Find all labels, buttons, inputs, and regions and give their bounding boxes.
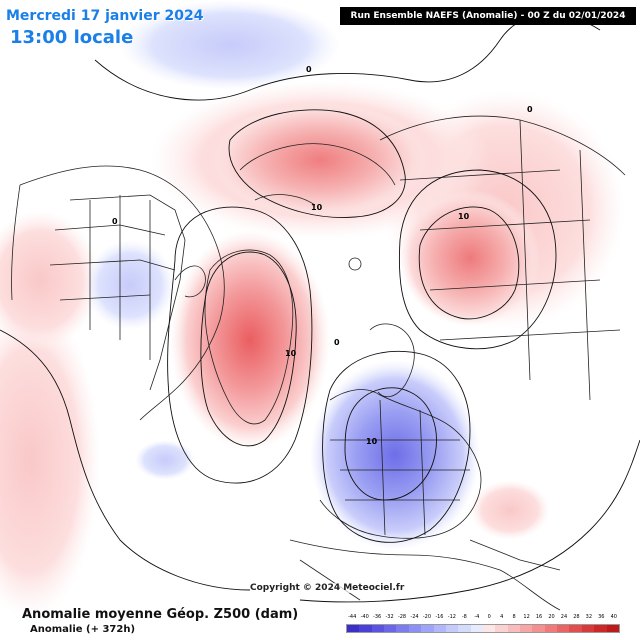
forecast-date: Mercredi 17 janvier 2024 xyxy=(6,8,204,24)
legend-swatch xyxy=(396,625,409,632)
pink-field-west xyxy=(0,210,100,350)
legend-swatch xyxy=(359,625,372,632)
legend-tick-label: 20 xyxy=(548,614,555,620)
europe-low xyxy=(310,360,480,550)
legend-swatch xyxy=(458,625,471,632)
legend-swatch xyxy=(557,625,570,632)
legend-tick-label: 32 xyxy=(585,614,593,620)
contour-label-zero-atlantic: 0 xyxy=(334,338,340,347)
legend-swatch xyxy=(507,625,521,632)
anomaly-fields xyxy=(0,0,625,620)
contour-label-zero-canada: 0 xyxy=(112,217,118,226)
contour-label-ten-europe: 10 xyxy=(366,437,378,446)
legend-swatch xyxy=(347,625,360,632)
blue-field-top xyxy=(120,0,340,90)
legend-swatch xyxy=(408,625,422,632)
legend-tick-label: -20 xyxy=(422,614,432,620)
legend-swatch xyxy=(384,625,397,632)
legend-tick-label: 36 xyxy=(598,614,605,620)
copyright-notice: Copyright © 2024 Meteociel.fr xyxy=(250,583,405,593)
legend-tick-label: 12 xyxy=(523,614,530,620)
legend-tick-label: 4 xyxy=(500,614,504,620)
legend-swatch xyxy=(495,625,508,632)
pink-field-mideast xyxy=(470,480,550,540)
legend-tick-label: -32 xyxy=(385,614,394,620)
legend-tick-label: -28 xyxy=(397,614,407,620)
legend-swatch xyxy=(371,625,385,632)
legend-tick-label: 28 xyxy=(573,614,580,620)
legend-tick-label: -12 xyxy=(447,614,456,620)
legend-tick-label: 40 xyxy=(610,614,617,620)
greenland-high xyxy=(170,230,330,450)
legend-tick-label: -16 xyxy=(435,614,444,620)
legend-tick-label: 24 xyxy=(560,614,568,620)
legend-swatch xyxy=(532,625,545,632)
legend-swatch xyxy=(433,625,446,632)
legend-swatch xyxy=(421,625,434,632)
legend-swatch xyxy=(445,625,459,632)
contour-label-ten-greenland: 10 xyxy=(285,349,297,358)
contour-labels: 0 0 0 10 10 10 0 10 xyxy=(112,65,533,446)
chart-title: Anomalie moyenne Géop. Z500 (dam) xyxy=(22,607,299,622)
legend-color-bar xyxy=(346,624,620,633)
legend-tick-label: -36 xyxy=(373,614,382,620)
contour-label-ten-siberia: 10 xyxy=(458,212,470,221)
legend-swatch xyxy=(594,625,607,632)
run-info-banner: Run Ensemble NAEFS (Anomalie) - 00 Z du … xyxy=(340,7,636,25)
legend-swatch xyxy=(569,625,582,632)
blue-field-canada xyxy=(85,240,175,330)
legend-tick-label: -4 xyxy=(474,614,480,620)
contour-label-ten-arctic: 10 xyxy=(311,203,323,212)
arctic-high xyxy=(210,102,430,218)
legend-tick-label: 16 xyxy=(535,614,543,620)
siberia-high xyxy=(400,190,540,326)
legend-tick-labels: -44 -40 -36 -32 -28 -24 -20 -16 -12 -8 -4 0 4 8 12 16 20… xyxy=(346,614,620,623)
legend-tick-label: -44 xyxy=(348,614,357,620)
color-legend: -44 -40 -36 -32 -28 -24 -20 -16 -12 -8 -4 0 4 8 12 16 20… xyxy=(346,614,620,636)
legend-swatch xyxy=(520,625,533,632)
contour-label-zero-top: 0 xyxy=(306,65,312,74)
legend-swatch xyxy=(606,625,619,632)
pink-field-pacific xyxy=(0,300,100,620)
forecast-time: 13:00 locale xyxy=(10,27,134,48)
legend-swatch xyxy=(581,625,595,632)
chart-subtitle: Anomalie (+ 372h) xyxy=(30,624,136,635)
legend-swatch xyxy=(470,625,483,632)
coastlines xyxy=(11,115,626,611)
legend-tick-label: -8 xyxy=(461,614,467,620)
contour-label-zero-siberia: 0 xyxy=(527,105,533,114)
legend-tick-label: -24 xyxy=(410,614,419,620)
legend-swatch xyxy=(544,625,558,632)
legend-tick-label: 0 xyxy=(487,614,491,620)
blue-field-atlantic xyxy=(135,440,195,480)
legend-tick-label: 8 xyxy=(512,614,516,620)
legend-swatch xyxy=(482,625,496,632)
legend-tick-label: -40 xyxy=(360,614,369,620)
